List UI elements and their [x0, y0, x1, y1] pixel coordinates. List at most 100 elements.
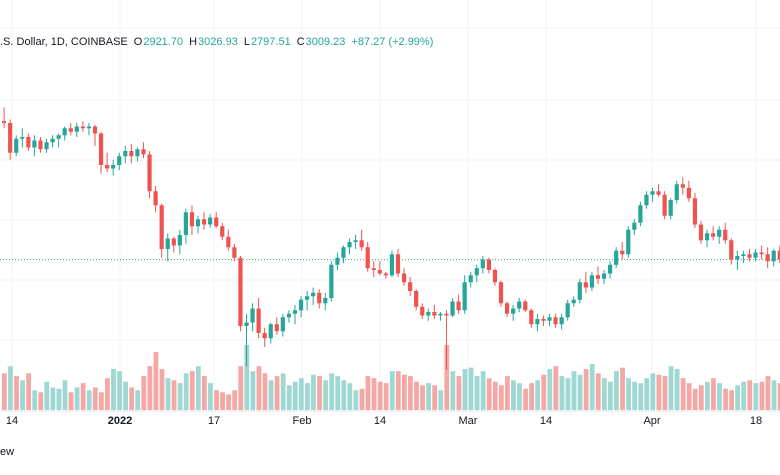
candle	[389, 250, 395, 277]
candle-body	[317, 292, 322, 304]
candle-body	[123, 151, 128, 157]
candle-body	[753, 252, 758, 258]
candle-body	[401, 273, 407, 283]
candle	[759, 245, 764, 260]
candle-body	[426, 312, 431, 316]
volume-bar	[547, 369, 553, 410]
candle	[595, 266, 601, 284]
candle-body	[729, 240, 734, 260]
candle	[250, 303, 255, 332]
volume-bar	[698, 385, 704, 410]
candle	[559, 313, 564, 330]
low-value: 2797.51	[250, 36, 291, 48]
volume-bar	[383, 383, 389, 410]
candle	[98, 131, 104, 174]
candle-body	[256, 308, 261, 333]
candle	[614, 247, 619, 269]
candle	[523, 299, 528, 312]
candle	[292, 305, 298, 325]
candle-body	[232, 247, 237, 258]
candle-body	[468, 275, 473, 283]
candle	[608, 261, 613, 279]
candle	[365, 242, 370, 272]
volume-bar	[723, 388, 728, 410]
volume-bar	[656, 374, 662, 410]
candle-body	[420, 306, 425, 316]
candle	[135, 147, 140, 162]
candle-body	[608, 264, 613, 274]
candle	[620, 242, 625, 260]
candle-body	[226, 236, 231, 248]
candle	[638, 201, 643, 227]
volume-bar	[111, 369, 116, 410]
candle-body	[565, 303, 570, 318]
candle-body	[674, 184, 679, 200]
volume-bar	[365, 376, 371, 410]
volume-bar	[92, 387, 98, 410]
low-label: L	[243, 36, 250, 48]
volume-bar	[226, 394, 232, 410]
candle-body	[371, 268, 376, 270]
candle	[323, 292, 328, 311]
candle	[232, 243, 237, 262]
candle	[504, 301, 510, 318]
x-tick-label: 2022	[108, 415, 132, 427]
volume-bar	[595, 373, 601, 410]
volume-bar	[704, 381, 710, 410]
candle	[335, 252, 340, 270]
candle	[589, 271, 595, 291]
brand-fragment[interactable]: ew	[0, 446, 15, 458]
volume-bar	[729, 390, 734, 410]
candle	[208, 214, 213, 228]
volume-bar	[650, 373, 656, 410]
candle	[486, 257, 491, 274]
candle-body	[747, 254, 752, 258]
candle	[674, 180, 679, 204]
volume-bar	[256, 366, 262, 410]
candle-body	[717, 229, 722, 237]
candle	[753, 249, 758, 262]
candle	[117, 152, 122, 171]
candle-body	[589, 275, 595, 288]
volume-bar	[741, 381, 747, 410]
candle-body	[686, 187, 691, 199]
candle-body	[644, 194, 649, 206]
volume-bar	[44, 381, 50, 410]
x-tick-label: 17	[208, 415, 220, 427]
candle-body	[759, 252, 764, 255]
volume-bar	[414, 381, 419, 410]
candle	[256, 298, 261, 339]
candle-body	[183, 212, 188, 235]
candle-body	[650, 191, 655, 195]
candle	[541, 315, 546, 326]
candle	[105, 152, 110, 172]
candle	[723, 222, 728, 244]
volume-bar	[614, 371, 619, 410]
volume-bar	[426, 383, 431, 410]
candle-body	[444, 313, 449, 316]
candle-body	[26, 137, 31, 148]
volume-bar	[129, 387, 135, 410]
volume-bar	[456, 376, 462, 410]
candle-body	[559, 317, 564, 325]
grid-lines	[0, 0, 780, 410]
volume-bar	[280, 373, 286, 410]
volume-bar	[38, 392, 44, 410]
volume-bar	[759, 381, 765, 410]
volume-bar	[571, 371, 577, 410]
candle	[474, 264, 479, 283]
volume-bar	[377, 381, 383, 410]
candle-body	[541, 319, 546, 321]
candle	[80, 121, 85, 132]
candle-body	[135, 149, 140, 157]
volume-bar	[298, 378, 304, 410]
change-value: +87.27 (+2.99%)	[351, 36, 434, 48]
symbol-label[interactable]: .S. Dollar, 1D, COINBASE	[0, 36, 128, 48]
candle-body	[408, 282, 413, 291]
candle	[650, 187, 655, 202]
volume-bar	[329, 373, 335, 410]
candle-body	[492, 270, 498, 283]
candle	[50, 135, 55, 148]
